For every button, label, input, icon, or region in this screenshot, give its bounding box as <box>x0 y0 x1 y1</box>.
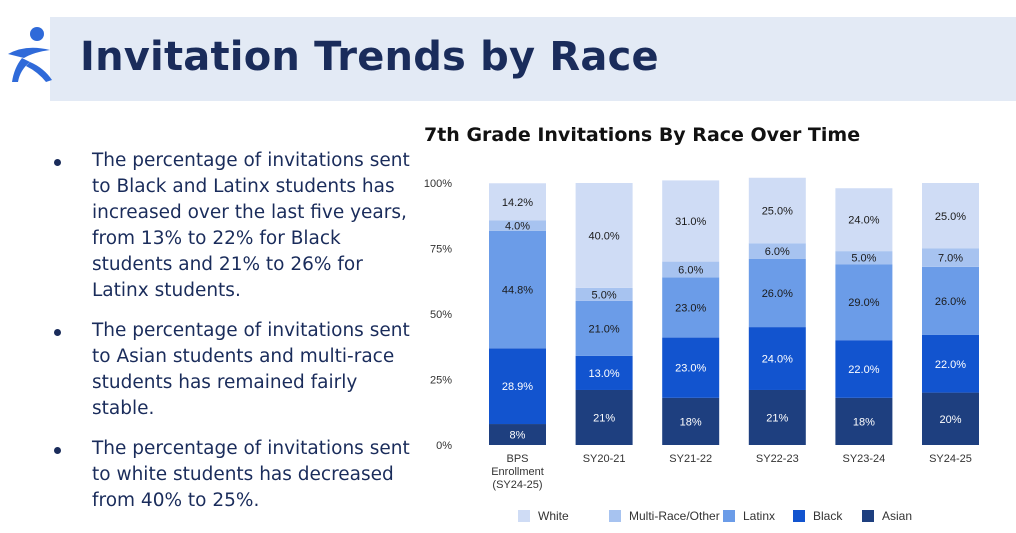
data-label: 21% <box>593 412 615 424</box>
bullet-item: The percentage of invitations sent to Bl… <box>50 148 410 304</box>
data-label: 26.0% <box>935 296 966 308</box>
bar-segment <box>489 230 546 349</box>
legend-label: Asian <box>882 509 912 523</box>
x-tick-label: SY23-24 <box>842 453 885 465</box>
y-tick-label: 50% <box>430 309 452 321</box>
data-label: 29.0% <box>848 297 879 309</box>
y-tick-label: 75% <box>430 244 452 256</box>
data-label: 18% <box>680 416 702 428</box>
data-label: 24.0% <box>848 215 879 227</box>
data-label: 5.0% <box>592 289 617 301</box>
bar-segment <box>489 424 546 445</box>
data-label: 21.0% <box>588 323 619 335</box>
x-tick-label: SY21-22 <box>669 453 712 465</box>
bar-segment <box>575 287 633 301</box>
bar-segment <box>575 389 633 445</box>
bar-segment <box>489 183 546 221</box>
data-label: 22.0% <box>935 359 966 371</box>
bullet-item: The percentage of invitations sent to As… <box>50 318 410 422</box>
x-tick-label: BPS <box>506 453 528 465</box>
data-label: 24.0% <box>762 354 793 366</box>
bar-segment <box>662 337 720 398</box>
bar-segment <box>575 355 633 390</box>
bullet-item: The percentage of invitations sent to wh… <box>50 436 410 514</box>
data-label: 22.0% <box>848 364 879 376</box>
y-tick-label: 25% <box>430 375 452 387</box>
legend-label: Black <box>813 509 843 523</box>
bar-segment <box>748 177 806 244</box>
data-label: 28.9% <box>502 381 533 393</box>
x-tick-label: Enrollment <box>491 466 544 478</box>
legend-swatch <box>723 510 735 522</box>
page-title: Invitation Trends by Race <box>80 34 659 80</box>
data-label: 26.0% <box>762 288 793 300</box>
bullet-text: The percentage of invitations sent to As… <box>92 320 410 419</box>
data-label: 5.0% <box>851 253 876 265</box>
data-label: 44.8% <box>502 285 533 297</box>
bar-segment <box>922 334 979 393</box>
bar-segment <box>662 261 720 278</box>
data-label: 20% <box>939 414 961 426</box>
bar-segment <box>575 183 633 288</box>
bar-segment <box>662 397 720 445</box>
bullet-dot-icon <box>54 159 61 166</box>
bar-segment <box>835 340 893 398</box>
bar-segment <box>922 183 979 249</box>
y-tick-label: 0% <box>436 440 452 452</box>
legend-swatch <box>609 510 621 522</box>
data-label: 21% <box>766 412 788 424</box>
data-label: 8% <box>510 430 526 442</box>
bullet-dot-icon <box>54 447 61 454</box>
bullet-text: The percentage of invitations sent to wh… <box>92 438 410 511</box>
data-label: 25.0% <box>935 211 966 223</box>
legend-label: Latinx <box>743 509 775 523</box>
bar-segment <box>922 266 979 335</box>
chart-title: 7th Grade Invitations By Race Over Time <box>424 124 860 146</box>
legend-swatch <box>793 510 805 522</box>
bar-segment <box>835 397 893 445</box>
bar-segment <box>662 277 720 338</box>
bar-segment <box>748 389 806 445</box>
bar-segment <box>922 248 979 267</box>
data-label: 40.0% <box>588 230 619 242</box>
bar-segment <box>922 392 979 445</box>
x-tick-label: SY24-25 <box>929 453 972 465</box>
bar-segment <box>575 300 633 356</box>
bar-segment <box>835 251 893 265</box>
data-label: 14.2% <box>502 197 533 209</box>
data-label: 6.0% <box>678 264 703 276</box>
x-tick-label: SY20-21 <box>583 453 626 465</box>
stacked-bar-chart: 7th Grade Invitations By Race Over Time 0… <box>424 124 979 523</box>
data-label: 23.0% <box>675 302 706 314</box>
bar-segment <box>748 258 806 328</box>
x-tick-label: SY22-23 <box>756 453 799 465</box>
bar-segment <box>489 348 546 425</box>
legend-label: Multi-Race/Other <box>629 509 720 523</box>
bar-segment <box>489 220 546 231</box>
data-label: 6.0% <box>765 246 790 258</box>
data-label: 31.0% <box>675 216 706 228</box>
runner-figure-logo-icon <box>8 27 52 82</box>
data-label: 4.0% <box>505 221 530 233</box>
legend-swatch <box>862 510 874 522</box>
data-label: 23.0% <box>675 363 706 375</box>
data-label: 18% <box>853 416 875 428</box>
data-label: 7.0% <box>938 253 963 265</box>
x-tick-label: (SY24-25) <box>492 479 542 491</box>
legend-label: White <box>538 509 569 523</box>
bar-segment <box>748 243 806 259</box>
y-tick-label: 100% <box>424 178 452 190</box>
legend-swatch <box>518 510 530 522</box>
data-label: 25.0% <box>762 206 793 218</box>
bullet-text: The percentage of invitations sent to Bl… <box>92 150 410 301</box>
bar-segment <box>662 180 720 262</box>
bar-segment <box>748 327 806 390</box>
data-label: 13.0% <box>588 368 619 380</box>
title-banner <box>50 17 1016 101</box>
bar-segment <box>835 188 893 252</box>
bar-segment <box>835 264 893 341</box>
bullet-dot-icon <box>54 329 61 336</box>
bullet-list: The percentage of invitations sent to Bl… <box>50 148 410 528</box>
